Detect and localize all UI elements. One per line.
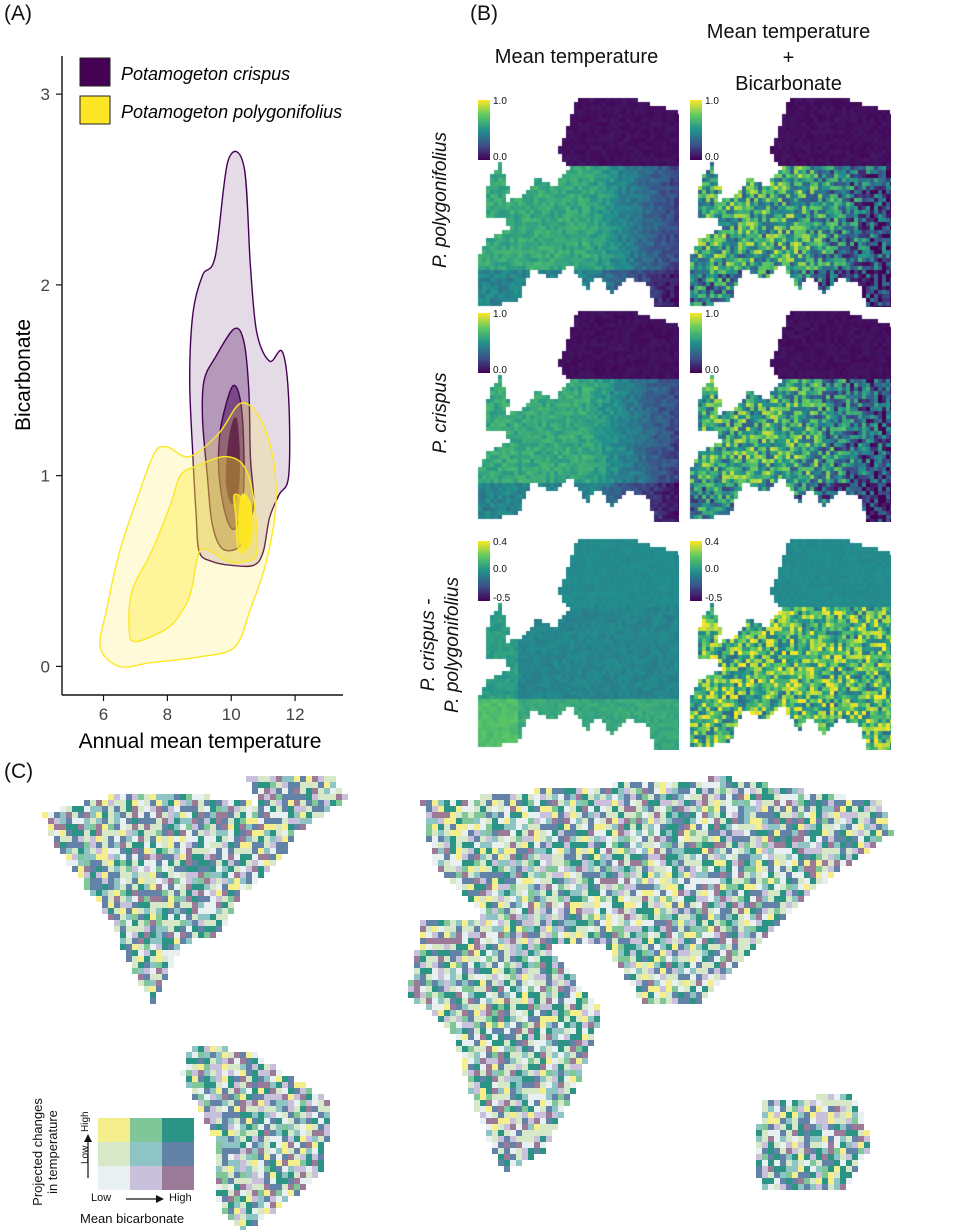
x-tick-label: 6 — [99, 705, 108, 724]
colorbar-min-label: -0.5 — [705, 593, 722, 604]
y-tick-label: 0 — [41, 657, 50, 676]
legend-swatch-polygonifolius — [80, 96, 110, 124]
colorbar-max-label: 1.0 — [705, 96, 719, 107]
bivariate-legend-cell — [130, 1142, 162, 1166]
x-tick-label: 8 — [163, 705, 172, 724]
row-title-polygonifolius: P. polygonifolius — [429, 132, 453, 268]
legend-swatch-crispus — [80, 58, 110, 86]
bivariate-legend-cell — [98, 1166, 130, 1190]
colorbar-max-label: 0.4 — [705, 537, 719, 548]
bivariate-legend-cell — [162, 1118, 194, 1142]
bivariate-legend-cell — [98, 1142, 130, 1166]
colorbar-row1-col2 — [690, 100, 702, 160]
map-row2-col2 — [686, 307, 891, 522]
colorbar-max-label: 0.4 — [493, 537, 507, 548]
x-tick-label: 10 — [222, 705, 241, 724]
col-title-temperature-bicarbonate: Mean temperature + Bicarbonate — [686, 19, 891, 97]
bivariate-legend-cell — [130, 1166, 162, 1190]
x-axis-title: Annual mean temperature — [79, 730, 322, 753]
legend-x-low: Low — [91, 1192, 111, 1204]
colorbar-min-label: 0.0 — [493, 365, 507, 376]
map-region-africa — [408, 914, 600, 1172]
legend-y-title: Projected changes in temperature — [30, 1082, 60, 1222]
y-tick-label: 3 — [41, 85, 50, 104]
legend-x-high: High — [169, 1192, 192, 1204]
colorbar-mid-label: 0.0 — [493, 564, 507, 575]
colorbar-min-label: -0.5 — [493, 593, 510, 604]
bivariate-legend-grid — [98, 1118, 194, 1190]
colorbar-row2-col1 — [478, 313, 490, 373]
density-contours — [100, 151, 290, 667]
legend-y-arrow — [82, 1132, 94, 1182]
legend-x-arrow — [124, 1193, 166, 1205]
y-tick-label: 1 — [41, 467, 50, 486]
col-title-temperature: Mean temperature — [474, 44, 679, 70]
map-row2-col1 — [474, 307, 679, 522]
colorbar-row3-col2 — [690, 541, 702, 601]
density-contour-polygonifolius-level-4 — [239, 494, 252, 548]
colorbar-min-label: 0.0 — [705, 365, 719, 376]
colorbar-mid-label: 0.0 — [705, 564, 719, 575]
legend-x-title: Mean bicarbonate — [80, 1211, 184, 1226]
colorbar-max-label: 1.0 — [493, 309, 507, 320]
y-tick-label: 2 — [41, 276, 50, 295]
colorbar-min-label: 0.0 — [705, 152, 719, 163]
colorbar-min-label: 0.0 — [493, 152, 507, 163]
row-title-crispus: P. crispus — [429, 373, 453, 454]
legend-label-polygonifolius: Potamogeton polygonifolius — [121, 102, 342, 122]
colorbar-max-label: 1.0 — [705, 309, 719, 320]
x-tick-label: 12 — [286, 705, 305, 724]
bivariate-legend: Projected changes in temperature Low Hig… — [28, 1112, 208, 1230]
colorbar-row1-col1 — [478, 100, 490, 160]
bivariate-legend-cell — [162, 1166, 194, 1190]
legend-label-crispus: Potamogeton crispus — [121, 64, 290, 84]
map-region-north-america — [42, 794, 300, 1004]
legend-y-high: High — [80, 1111, 91, 1132]
colorbar-row2-col2 — [690, 313, 702, 373]
map-row1-col1 — [474, 94, 679, 309]
map-region-australia — [756, 1094, 870, 1190]
colorbar-row3-col1 — [478, 541, 490, 601]
bivariate-legend-cell — [162, 1142, 194, 1166]
panel-b-label: (B) — [470, 2, 498, 26]
row-title-difference: P. crispus - P. polygonifolius — [417, 577, 465, 713]
bivariate-legend-cell — [98, 1118, 130, 1142]
colorbar-max-label: 1.0 — [493, 96, 507, 107]
y-axis-title: Bicarbonate — [12, 319, 35, 431]
bivariate-legend-cell — [130, 1118, 162, 1142]
map-row1-col2 — [686, 94, 891, 309]
